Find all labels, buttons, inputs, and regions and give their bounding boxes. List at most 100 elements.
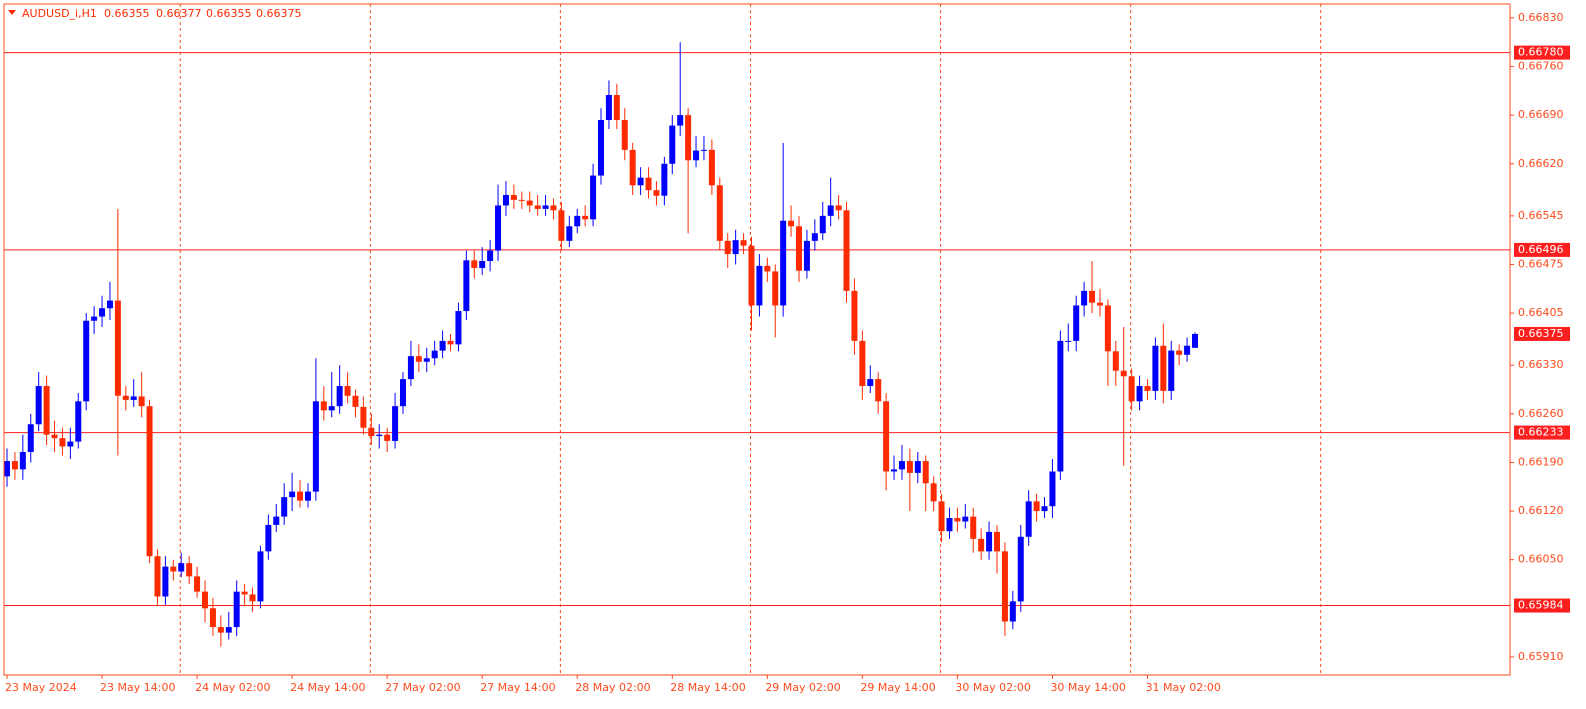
candle-body [1009, 601, 1016, 622]
candle-body [392, 406, 399, 441]
last-open: 0.66355 [104, 7, 150, 20]
candle-body [502, 195, 509, 206]
x-tick-label: 29 May 02:00 [765, 681, 840, 694]
candle-body [700, 149, 707, 151]
candle-body [819, 215, 826, 234]
x-tick-label: 24 May 02:00 [195, 681, 270, 694]
candle-body [1152, 345, 1159, 391]
candle-body [605, 94, 612, 121]
candle-body [970, 516, 977, 539]
candle-body [613, 94, 620, 121]
candle-body [1104, 305, 1111, 352]
candle-body [471, 260, 478, 268]
candle-body [930, 483, 937, 502]
candle-body [978, 538, 985, 552]
candle-body [1192, 333, 1198, 348]
candle-body [312, 401, 319, 492]
candle-body [1168, 350, 1175, 391]
y-tick-label: 0.65910 [1518, 650, 1564, 663]
candle-body [669, 125, 676, 164]
candle-body [518, 199, 525, 201]
candle-body [99, 308, 106, 317]
candle-body [35, 386, 42, 425]
candle-body [1160, 345, 1167, 391]
level-label: 0.66780 [1518, 46, 1564, 59]
candle-body [693, 150, 700, 161]
candle-body [510, 195, 517, 200]
candle-body [162, 566, 169, 597]
candle-body [11, 461, 18, 470]
candle-body [91, 316, 98, 321]
level-label: 0.66233 [1518, 426, 1564, 439]
candle-body [463, 260, 470, 312]
last-low: 0.66355 [206, 7, 252, 20]
candle-body [645, 177, 652, 191]
candle-body [772, 271, 779, 306]
candle-body [534, 205, 541, 209]
candle-body [194, 576, 201, 592]
candle-body [186, 563, 193, 577]
candle-body [558, 210, 565, 241]
x-tick-label: 27 May 14:00 [480, 681, 555, 694]
x-tick-label: 27 May 02:00 [385, 681, 460, 694]
y-tick-label: 0.66830 [1518, 11, 1564, 24]
candle-body [257, 551, 264, 602]
candle-body [336, 386, 343, 407]
candle-body [803, 240, 810, 271]
candle-body [297, 491, 304, 501]
candle-body [550, 205, 557, 211]
candle-body [598, 120, 604, 176]
y-tick-label: 0.66405 [1518, 306, 1564, 319]
x-tick-label: 30 May 02:00 [955, 681, 1030, 694]
plot-frame [3, 3, 1511, 676]
candle-body [106, 300, 113, 309]
price-label: 0.66375 [1518, 327, 1564, 340]
candle-body [938, 501, 945, 532]
candle-body [780, 220, 787, 306]
x-tick-label: 30 May 14:00 [1050, 681, 1125, 694]
candle-body [352, 395, 359, 407]
candle-body [685, 115, 692, 161]
candle-body [360, 406, 367, 428]
candle-body [75, 401, 82, 442]
candle-body [1136, 386, 1143, 402]
candle-body [423, 358, 430, 362]
x-tick-label: 28 May 14:00 [670, 681, 745, 694]
candle-body [170, 566, 177, 572]
level-label: 0.65984 [1518, 599, 1564, 612]
candle-body [447, 340, 454, 345]
candles [4, 42, 1198, 647]
candle-body [1089, 290, 1096, 303]
candle-body [455, 311, 462, 345]
price-label-box [1514, 326, 1570, 341]
candle-body [368, 427, 375, 437]
candle-body [202, 591, 208, 609]
candle-body [732, 240, 739, 255]
candle-body [225, 627, 232, 633]
candle-body [1096, 302, 1103, 306]
candle-body [1081, 290, 1088, 306]
level-label-box [1514, 598, 1570, 613]
candle-body [954, 518, 961, 522]
candle-body [19, 452, 26, 470]
level-label: 0.66496 [1518, 243, 1564, 256]
candle-body [1049, 471, 1056, 507]
candle-body [233, 591, 240, 628]
candle-body [122, 395, 129, 400]
menu-triangle[interactable] [8, 10, 16, 15]
candle-body [249, 594, 256, 602]
candle-body [590, 175, 597, 220]
candle-body [891, 469, 898, 472]
candle-body [439, 340, 446, 351]
candle-body [677, 115, 684, 126]
candle-body [629, 149, 636, 186]
candle-body [898, 461, 905, 470]
candle-body [320, 401, 327, 411]
candle-body [859, 340, 866, 387]
candle-body [542, 205, 549, 209]
candle-body [154, 556, 161, 597]
y-tick-label: 0.66260 [1518, 407, 1564, 420]
candle-body [83, 320, 90, 402]
